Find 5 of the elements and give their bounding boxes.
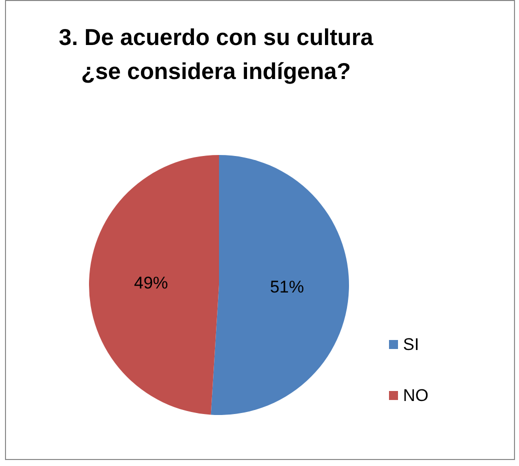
data-label: 51% <box>270 278 304 297</box>
chart-title: 3. De acuerdo con su cultura ¿se considera indígena? <box>58 24 374 84</box>
legend-label: SI <box>403 335 420 354</box>
legend-label: NO <box>403 386 428 405</box>
data-label: 49% <box>134 273 168 292</box>
